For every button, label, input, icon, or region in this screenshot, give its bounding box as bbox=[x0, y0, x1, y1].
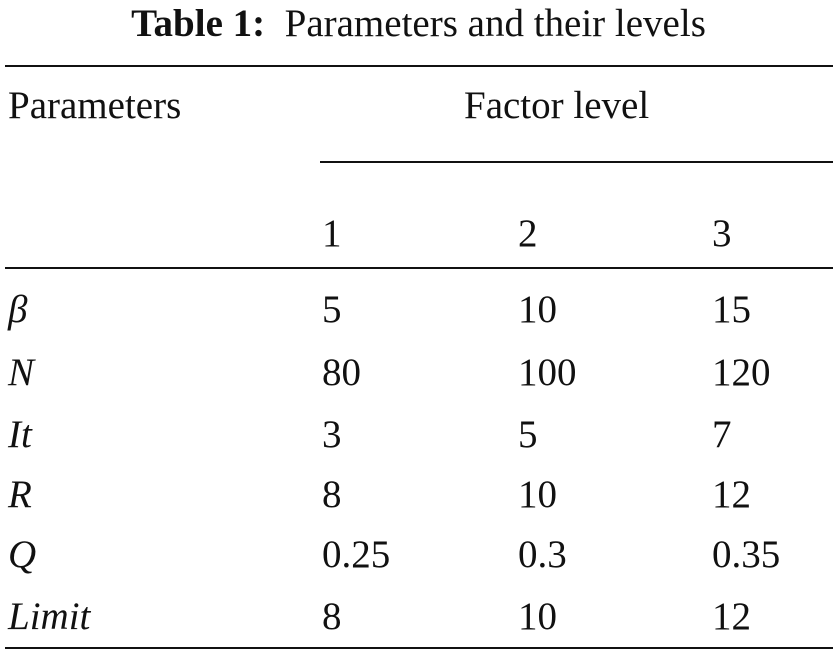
level-header: 2 bbox=[518, 212, 538, 255]
group-rule bbox=[320, 161, 833, 163]
cell: 15 bbox=[712, 288, 751, 331]
cell: 12 bbox=[712, 473, 751, 516]
cell: 3 bbox=[322, 413, 342, 456]
cell: 8 bbox=[322, 473, 342, 516]
cell: 0.3 bbox=[518, 533, 567, 576]
parameter-name: R bbox=[8, 473, 32, 516]
cell: 12 bbox=[712, 595, 751, 638]
level-header: 3 bbox=[712, 212, 732, 255]
cell: 0.25 bbox=[322, 533, 391, 576]
cell: 80 bbox=[322, 351, 361, 394]
cell: 120 bbox=[712, 351, 771, 394]
parameter-name: Q bbox=[8, 533, 37, 576]
parameter-name: β bbox=[8, 288, 28, 331]
cell: 10 bbox=[518, 595, 557, 638]
level-header: 1 bbox=[322, 212, 342, 255]
cell: 10 bbox=[518, 473, 557, 516]
top-rule bbox=[5, 65, 833, 67]
column-header: Parameters bbox=[8, 84, 182, 127]
cell: 7 bbox=[712, 413, 732, 456]
column-group-header: Factor level bbox=[464, 84, 650, 127]
cell: 5 bbox=[322, 288, 342, 331]
cell: 10 bbox=[518, 288, 557, 331]
parameter-name: It bbox=[8, 413, 32, 456]
parameter-name: N bbox=[8, 351, 35, 394]
bottom-rule bbox=[5, 647, 833, 649]
cell: 0.35 bbox=[712, 533, 781, 576]
header-rule bbox=[5, 267, 833, 269]
cell: 8 bbox=[322, 595, 342, 638]
cell: 5 bbox=[518, 413, 538, 456]
table-caption: Table 1: Parameters and their levels bbox=[0, 4, 837, 43]
parameter-name: Limit bbox=[8, 595, 91, 638]
caption-text: Parameters and their levels bbox=[284, 2, 706, 45]
cell: 100 bbox=[518, 351, 577, 394]
caption-label: Table 1: bbox=[131, 2, 266, 45]
